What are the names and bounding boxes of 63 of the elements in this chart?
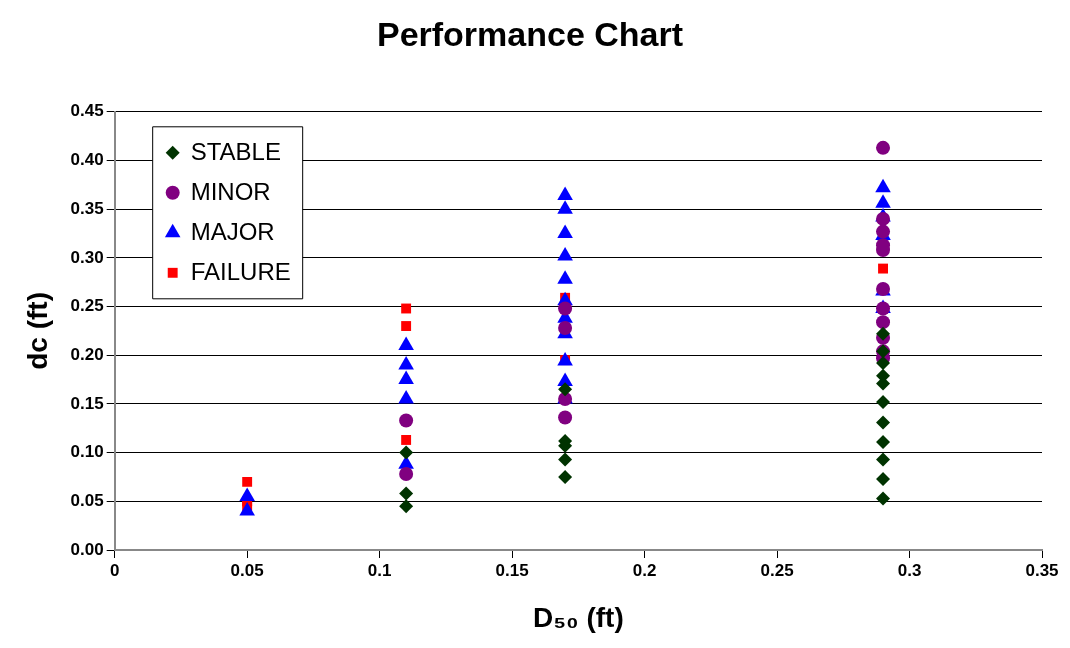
y-tick-label: 0.00 [70,539,104,559]
legend-label: MINOR [190,178,271,206]
chart-title: Performance Chart [376,14,684,53]
point [398,355,414,370]
y-tick-label: 0.35 [70,198,104,218]
point [876,326,891,341]
point [398,336,414,351]
y-tick-label: 0.15 [70,393,104,413]
point [876,356,891,371]
y-tick-label: 0.45 [70,101,104,121]
y-axis-title: dc (ft) [21,292,53,370]
point [557,224,573,239]
point [399,445,414,460]
point [558,469,573,484]
point [401,435,412,445]
legend-label: MAJOR [190,218,275,246]
point [558,382,573,397]
point [875,194,891,208]
point [399,486,414,501]
point [876,211,891,226]
point [878,263,888,274]
point [399,467,414,482]
point [876,471,891,486]
point [876,140,891,155]
x-tick-label: 0.1 [367,560,392,580]
x-tick-label: 0.25 [760,560,794,580]
point [876,415,891,430]
point [401,321,412,331]
point [876,315,891,330]
x-tick-label: 0.2 [632,560,657,580]
point [558,301,573,316]
point [557,186,573,201]
point [558,320,573,335]
x-tick-label: 0.35 [1025,560,1059,580]
y-tick-label: 0.05 [70,491,104,510]
x-tick-label: 0.05 [230,560,264,580]
point [876,434,891,449]
legend-label: FAILURE [190,258,291,286]
point [558,452,573,467]
point [557,270,573,284]
point [399,499,414,514]
x-axis-title: D₅₀ (ft) [532,601,624,633]
point [876,394,891,409]
point [875,178,891,193]
y-tick-label: 0.25 [70,296,104,316]
y-tick-label: 0.30 [70,247,104,267]
y-tick-label: 0.20 [70,344,104,364]
x-tick-label: 0.15 [495,560,529,580]
x-tick-label: 0.3 [897,560,922,580]
legend-label: STABLE [190,138,281,166]
point [398,390,414,404]
point [398,370,414,385]
point [557,246,573,261]
point [557,200,573,214]
x-tick-label: 0 [109,560,120,580]
point [876,452,891,467]
point [401,303,412,314]
y-tick-label: 0.40 [70,150,104,170]
point [399,413,414,428]
point [242,476,253,487]
y-tick-label: 0.10 [70,442,104,462]
point [558,410,573,425]
point [876,491,891,506]
